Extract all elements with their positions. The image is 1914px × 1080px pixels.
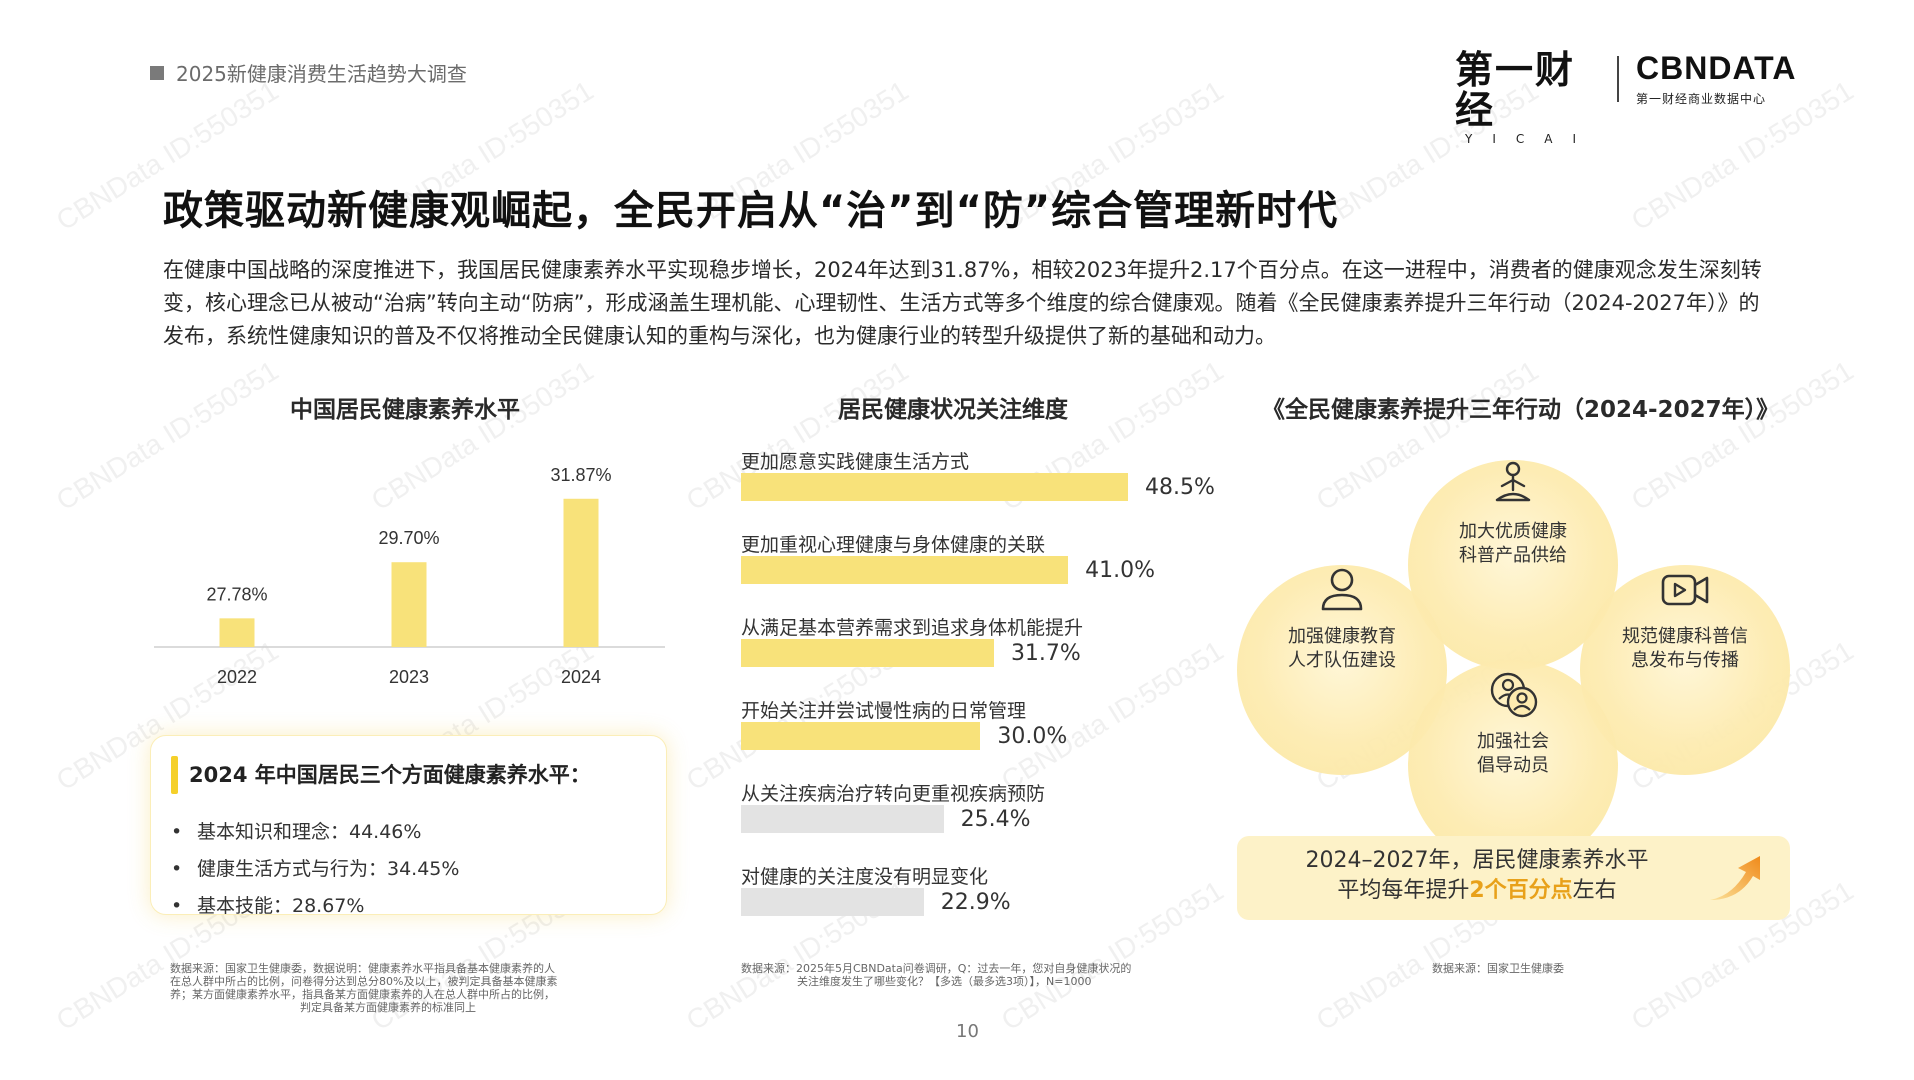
page-number: 10 — [956, 1021, 979, 1042]
hbar-bar — [741, 805, 944, 833]
action-item-line1: 加强健康教育 — [1288, 626, 1396, 647]
info-box: 2024 年中国居民三个方面健康素养水平： • 基本知识和理念：44.46% • 健… — [150, 735, 667, 917]
hbar-value: 41.0% — [1085, 558, 1156, 583]
info-box-title: 2024 年中国居民三个方面健康素养水平： — [189, 763, 591, 787]
highlight-line1: 2024–2027年，居民健康素养水平 — [1305, 848, 1649, 873]
hbar-label: 开始关注并尝试慢性病的日常管理 — [741, 700, 1027, 722]
action-item-education: 加强健康教育 人才队伍建设 — [1237, 563, 1447, 673]
trend-arrow-icon — [1710, 856, 1760, 900]
source-line: 判定具备某方面健康素养的标准同上 — [300, 1001, 476, 1014]
source-line: 数据来源：国家卫生健康委，数据说明：健康素养水平指具备基本健康素养的人 — [170, 962, 555, 975]
info-item: • 健康生活方式与行为：34.45% — [171, 851, 459, 888]
source-line: 数据来源：2025年5月CBNData问卷调研，Q：过去一年，您对自身健康状况的 — [741, 962, 1132, 975]
hbar-item: 从关注疾病治疗转向更重视疾病预防 25.4% — [741, 779, 1241, 859]
literacy-bar-chart: 27.78% 2022 29.70% 2023 31.87% 2024 — [154, 465, 665, 687]
page-title: 政策驱动新健康观崛起，全民开启从“治”到“防”综合管理新时代 — [163, 188, 1339, 234]
x-tick-label: 2022 — [217, 667, 257, 687]
data-label: 31.87% — [550, 465, 611, 485]
community-icon — [1490, 672, 1538, 718]
hbar-item: 从满足基本营养需求到追求身体机能提升 31.7% — [741, 613, 1241, 693]
highlight-text: 2024–2027年，居民健康素养水平 平均每年提升2个百分点左右 — [1237, 846, 1717, 906]
source-middle: 数据来源：2025年5月CBNData问卷调研，Q：过去一年，您对自身健康状况的… — [741, 962, 1131, 988]
hbar-value: 25.4% — [960, 807, 1031, 832]
user-icon — [1321, 568, 1363, 611]
bar-2024 — [563, 498, 599, 647]
action-item-line2: 人才队伍建设 — [1288, 650, 1396, 671]
data-label: 29.70% — [378, 528, 439, 548]
hbar-bar — [741, 556, 1069, 584]
hbar-label: 对健康的关注度没有明显变化 — [741, 866, 989, 888]
source-right: 数据来源：国家卫生健康委 — [1432, 962, 1564, 975]
yicai-logo: 第一财经 YICAI — [1455, 50, 1605, 147]
info-item-text: 健康生活方式与行为：34.45% — [197, 858, 460, 880]
cbndata-logo-main: CBNDATA — [1636, 50, 1797, 86]
hbar-item: 更加愿意实践健康生活方式 48.5% — [741, 447, 1241, 527]
info-box-accent — [171, 756, 178, 794]
highlight-post: 左右 — [1572, 878, 1617, 903]
info-item-text: 基本技能：28.67% — [197, 895, 365, 917]
hbar-value: 48.5% — [1145, 475, 1215, 500]
watermark-text: CBNData ID:550351 — [1625, 354, 1859, 517]
action-item-supply: 加大优质健康 科普产品供给 — [1408, 458, 1618, 568]
highlight-box: 2024–2027年，居民健康素养水平 平均每年提升2个百分点左右 — [1237, 836, 1790, 920]
cbndata-logo-sub: 第一财经商业数据中心 — [1636, 92, 1767, 106]
hbar-value: 30.0% — [997, 724, 1068, 749]
highlight-pre: 平均每年提升 — [1337, 878, 1470, 903]
bar-2022 — [219, 618, 255, 647]
info-box-list: • 基本知识和理念：44.46% • 健康生活方式与行为：34.45% • 基本技能：… — [171, 814, 459, 925]
action-item-line2: 科普产品供给 — [1459, 545, 1567, 566]
hbar-item: 更加重视心理健康与身体健康的关联 41.0% — [741, 530, 1241, 610]
source-line: 关注维度发生了哪些变化？【多选（最多选3项）】，N=1000 — [797, 975, 1092, 988]
hbar-value: 22.9% — [940, 890, 1011, 915]
bullet-icon: • — [171, 895, 183, 917]
source-line: 养；某方面健康素养水平，指具备某方面健康素养的人在总人群中所占的比例， — [170, 988, 555, 1001]
action-plan-title: 《全民健康素养提升三年行动（2024-2027年）》 — [1262, 397, 1780, 423]
hbar-bar — [741, 639, 994, 667]
report-title: 2025新健康消费生活趋势大调查 — [176, 62, 467, 86]
cbndata-logo: CBNDATA 第一财经商业数据中心 — [1636, 50, 1796, 107]
hbar-label: 更加重视心理健康与身体健康的关联 — [741, 534, 1046, 556]
hbar-label: 更加愿意实践健康生活方式 — [741, 451, 970, 473]
bar-2023 — [391, 562, 427, 647]
action-item-line2: 息发布与传播 — [1631, 650, 1739, 671]
chart1-title: 中国居民健康素养水平 — [290, 397, 520, 423]
info-item: • 基本技能：28.67% — [171, 888, 459, 925]
action-item-line1: 加强社会 — [1477, 731, 1549, 752]
hbar-label: 从关注疾病治疗转向更重视疾病预防 — [741, 783, 1046, 805]
hbar-bar — [741, 722, 981, 750]
logo-divider — [1617, 56, 1619, 102]
action-item-community: 加强社会 倡导动员 — [1408, 668, 1618, 778]
x-tick-label: 2023 — [389, 667, 429, 687]
action-item-line1: 规范健康科普信 — [1622, 626, 1748, 647]
meditation-icon — [1495, 461, 1531, 502]
source-line: 在总人群中所占的比例，问卷得分达到总分80%及以上，被判定具备基本健康素 — [170, 975, 558, 988]
video-icon — [1661, 574, 1709, 606]
report-tag: 2025新健康消费生活趋势大调查 — [150, 58, 467, 87]
hbar-item: 对健康的关注度没有明显变化 22.9% — [741, 862, 1241, 942]
action-item-publish: 规范健康科普信 息发布与传播 — [1580, 563, 1790, 673]
hbar-bar — [741, 473, 1128, 501]
yicai-logo-sub: YICAI — [1465, 132, 1596, 146]
action-item-line1: 加大优质健康 — [1459, 521, 1567, 542]
yicai-logo-main: 第一财经 — [1455, 47, 1576, 132]
square-icon — [150, 65, 164, 80]
hbar-bar — [741, 888, 924, 916]
bullet-icon: • — [171, 858, 183, 880]
hbar-item: 开始关注并尝试慢性病的日常管理 30.0% — [741, 696, 1241, 776]
hbar-value: 31.7% — [1010, 641, 1081, 666]
chart2-title: 居民健康状况关注维度 — [838, 397, 1068, 423]
hbar-label: 从满足基本营养需求到追求身体机能提升 — [741, 617, 1084, 639]
intro-paragraph: 在健康中国战略的深度推进下，我国居民健康素养水平实现稳步增长，2024年达到31… — [163, 258, 1762, 348]
action-item-line2: 倡导动员 — [1477, 755, 1549, 776]
source-left: 数据来源：国家卫生健康委，数据说明：健康素养水平指具备基本健康素养的人 在总人群… — [170, 962, 557, 1014]
bullet-icon: • — [171, 821, 183, 843]
info-item-text: 基本知识和理念：44.46% — [197, 821, 422, 843]
x-tick-label: 2024 — [561, 667, 601, 687]
highlight-emphasis: 2个百分点 — [1469, 878, 1573, 903]
info-item: • 基本知识和理念：44.46% — [171, 814, 459, 851]
data-label: 27.78% — [206, 584, 267, 604]
